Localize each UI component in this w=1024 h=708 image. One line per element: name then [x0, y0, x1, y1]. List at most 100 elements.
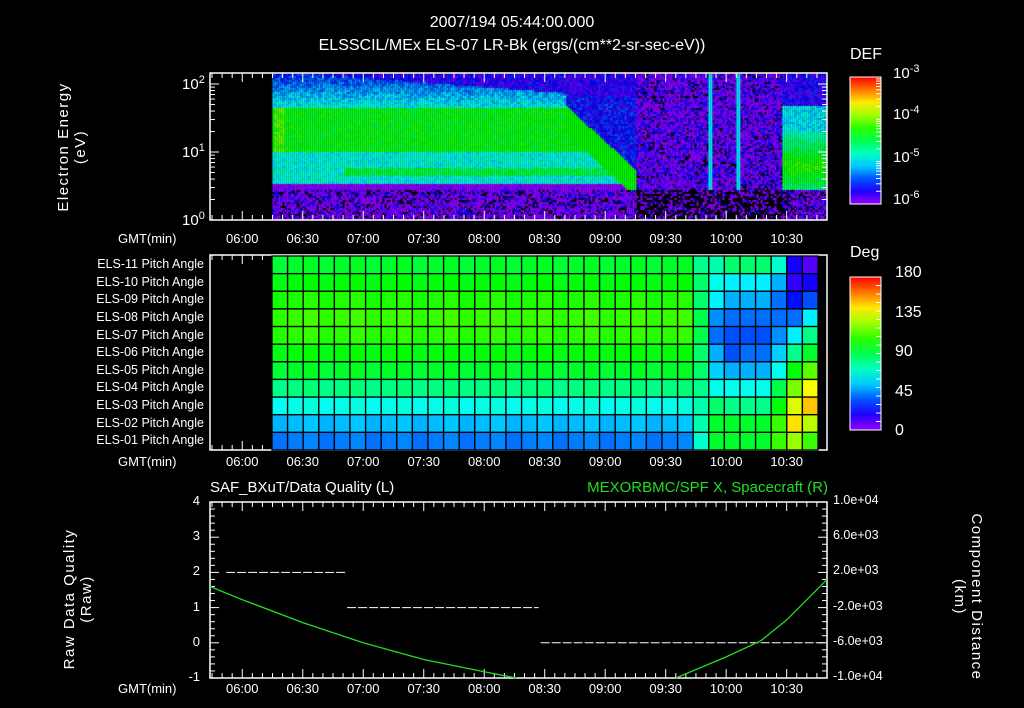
- x-tick-label: 10:00: [709, 231, 743, 246]
- pitch-cell: [271, 343, 289, 363]
- pitch-cell: [396, 290, 414, 310]
- pitch-cell: [489, 378, 507, 398]
- pitch-cell: [396, 272, 414, 292]
- pitch-cell: [442, 308, 460, 328]
- x-tick-label: 06:00: [225, 454, 259, 469]
- pitch-cell: [318, 361, 336, 381]
- pitch-cell: [458, 414, 476, 434]
- pitch-cell: [505, 255, 523, 275]
- pitch-cell: [786, 414, 804, 434]
- pitch-cell: [676, 361, 694, 381]
- pitch-cell: [536, 325, 554, 345]
- pitch-cell: [520, 414, 538, 434]
- pitch-cell: [614, 414, 632, 434]
- pitch-cell: [567, 343, 585, 363]
- pitch-cell: [458, 325, 476, 345]
- pitch-cell: [770, 255, 788, 275]
- pitch-cell: [801, 325, 819, 345]
- colorbar-tick-label: 10-4: [893, 104, 920, 123]
- pitch-cell: [786, 396, 804, 416]
- pitch-cell: [614, 308, 632, 328]
- pitch-cell: [442, 343, 460, 363]
- left-y-tick-label: 4: [192, 493, 200, 508]
- pitch-cell: [411, 255, 429, 275]
- x-tick-label: 09:30: [649, 681, 682, 696]
- pitch-cell: [598, 272, 616, 292]
- pitch-cell: [520, 308, 538, 328]
- pitch-cell: [458, 431, 476, 451]
- pitch-cell: [333, 396, 351, 416]
- pitch-cell: [630, 325, 648, 345]
- pitch-cell: [411, 361, 429, 381]
- pitch-cell: [396, 396, 414, 416]
- pitch-cell: [754, 378, 772, 398]
- pitch-cell: [552, 255, 570, 275]
- pitch-cell: [364, 325, 382, 345]
- pitch-cell: [754, 308, 772, 328]
- pitch-cell: [661, 414, 679, 434]
- pitch-cell: [567, 431, 585, 451]
- pitch-cell: [396, 431, 414, 451]
- pitch-cell: [645, 396, 663, 416]
- pitch-cell: [364, 255, 382, 275]
- pitch-cell: [630, 396, 648, 416]
- pitch-cell: [442, 396, 460, 416]
- pitch-cell: [614, 396, 632, 416]
- pitch-cell: [396, 361, 414, 381]
- right-y-tick-label: 6.0e+03: [833, 528, 879, 543]
- pitch-cell: [661, 343, 679, 363]
- pitch-cell: [786, 378, 804, 398]
- pitch-cell: [520, 343, 538, 363]
- pitch-cell: [333, 272, 351, 292]
- pitch-cell: [661, 255, 679, 275]
- pitch-cell: [661, 396, 679, 416]
- pitch-cell: [786, 272, 804, 292]
- pitch-cell: [552, 431, 570, 451]
- quality-title: SAF_BXuT/Data Quality (L): [210, 479, 395, 496]
- pitch-cell: [333, 308, 351, 328]
- x-tick-label: 10:30: [770, 231, 803, 246]
- x-tick-label: 10:00: [709, 681, 743, 696]
- pitch-cell: [364, 361, 382, 381]
- pitch-cell: [442, 378, 460, 398]
- pitch-cell: [458, 255, 476, 275]
- pitch-cell: [692, 325, 710, 345]
- pitch-cell: [349, 308, 367, 328]
- x-tick-label: 07:00: [346, 681, 380, 696]
- pitch-cell: [349, 272, 367, 292]
- left-y-tick-label: 2: [192, 563, 200, 579]
- pitch-cell: [630, 272, 648, 292]
- pitch-cell: [645, 272, 663, 292]
- pitch-cell: [676, 290, 694, 310]
- pitch-cell: [427, 272, 445, 292]
- pitch-cell: [536, 343, 554, 363]
- pitch-cell: [286, 308, 304, 328]
- pitch-cell: [692, 272, 710, 292]
- x-tick-label: 07:00: [346, 231, 380, 246]
- pitch-cell: [286, 325, 304, 345]
- pitch-cell: [474, 361, 492, 381]
- x-tick-label: 06:30: [286, 454, 320, 469]
- pitch-cell: [583, 414, 601, 434]
- pitch-cell: [396, 325, 414, 345]
- pitch-cell: [411, 272, 429, 292]
- x-tick-label: 06:00: [225, 681, 259, 696]
- deg-colorbar-title: Deg: [850, 244, 880, 261]
- pitch-cell: [474, 378, 492, 398]
- pitch-cell: [380, 378, 398, 398]
- pitch-cell: [786, 290, 804, 310]
- pitch-cell: [474, 272, 492, 292]
- pitch-row-label: ELS-10 Pitch Angle: [96, 274, 204, 289]
- pitch-cell: [520, 361, 538, 381]
- pitch-cell: [349, 255, 367, 275]
- pitch-cell: [786, 431, 804, 451]
- pitch-cell: [723, 290, 741, 310]
- pitch-cell: [567, 308, 585, 328]
- pitch-cell: [302, 378, 320, 398]
- x-tick-label: 09:30: [649, 231, 682, 246]
- pitch-cell: [364, 378, 382, 398]
- pitch-cell: [801, 378, 819, 398]
- pitch-cell: [396, 255, 414, 275]
- x-tick-label: 10:00: [709, 454, 743, 469]
